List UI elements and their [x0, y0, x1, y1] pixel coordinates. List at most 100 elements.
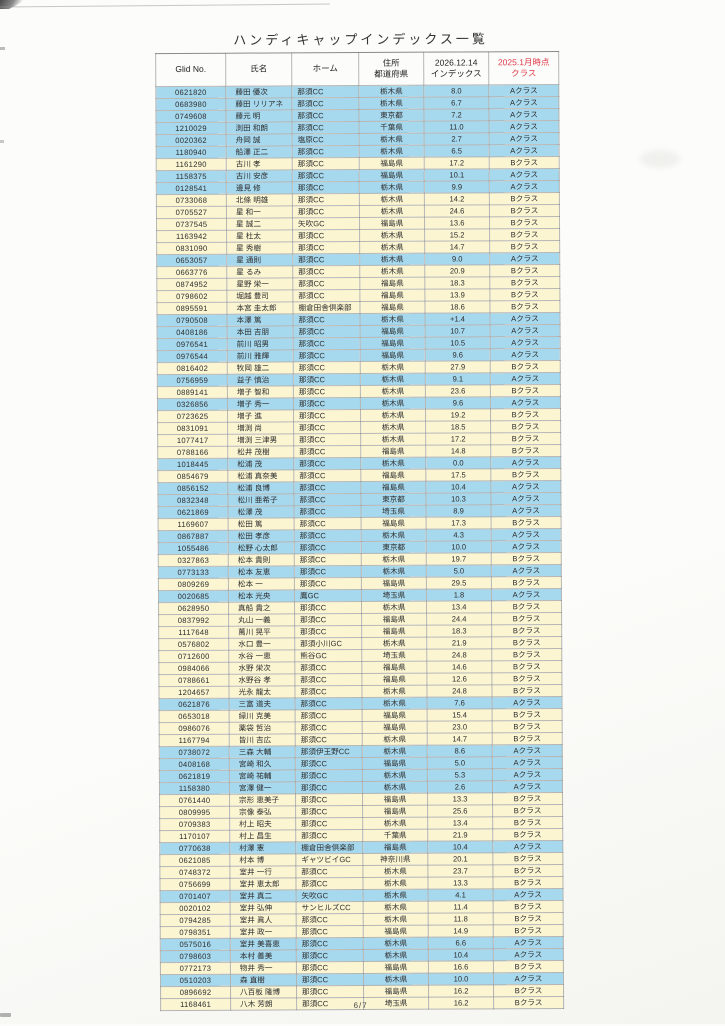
cell-name: 舟岡 誠 — [226, 133, 293, 147]
cell-glid-no: 0761440 — [159, 794, 230, 807]
cell-prefecture: 栃木県 — [363, 913, 429, 926]
cell-class: Aクラス — [490, 396, 561, 409]
cell-prefecture: 福島県 — [359, 277, 425, 290]
cell-class: Bクラス — [493, 912, 564, 925]
cell-prefecture: 栃木県 — [361, 529, 427, 542]
cell-home: 那須CC — [294, 661, 362, 674]
cell-home: 那須CC — [293, 469, 361, 482]
cell-name: 水野谷 孝 — [228, 673, 295, 687]
cell-index: 11.8 — [428, 912, 494, 926]
cell-prefecture: 福島県 — [359, 289, 425, 302]
cell-index: 14.9 — [428, 924, 494, 938]
cell-name: 松本 貴則 — [228, 553, 295, 567]
cell-home: 那須CC — [296, 961, 364, 974]
cell-name: 前川 昭男 — [227, 337, 294, 351]
cell-index: 7.6 — [427, 696, 493, 710]
cell-home: 那須CC — [295, 817, 363, 830]
cell-home: 那須CC — [292, 205, 360, 218]
cell-index: 7.2 — [423, 108, 489, 122]
cell-class: Bクラス — [492, 720, 563, 733]
cell-glid-no: 1018445 — [157, 458, 228, 471]
cell-index: 19.2 — [425, 408, 491, 422]
cell-index: 5.0 — [427, 756, 493, 770]
cell-name: 松浦 茂 — [227, 457, 294, 471]
cell-index: 5.3 — [427, 768, 493, 782]
cell-prefecture: 東京都 — [361, 541, 427, 554]
cell-prefecture: 栃木県 — [362, 865, 428, 878]
cell-prefecture: 福島県 — [361, 577, 427, 590]
cell-name: 松浦 良博 — [227, 481, 294, 495]
cell-glid-no: 0809995 — [159, 806, 230, 819]
cell-home: 那須CC — [296, 913, 364, 926]
cell-class: Bクラス — [489, 156, 560, 169]
cell-glid-no: 0576802 — [158, 638, 229, 651]
cell-prefecture: 栃木県 — [363, 973, 429, 986]
cell-home: 塩原CC — [292, 133, 360, 146]
cell-home: 棚倉田舎倶楽部 — [295, 841, 363, 854]
cell-glid-no: 0575016 — [160, 938, 231, 951]
cell-index: 23.7 — [427, 864, 493, 878]
cell-class: Bクラス — [490, 432, 561, 445]
cell-glid-no: 0737545 — [156, 218, 227, 231]
cell-class: Bクラス — [492, 816, 563, 829]
cell-class: Aクラス — [491, 540, 562, 553]
cell-index: 14.8 — [425, 444, 491, 458]
cell-index: 18.6 — [424, 300, 490, 314]
cell-name: 村上 昌生 — [229, 829, 296, 843]
cell-glid-no: 0809269 — [158, 578, 229, 591]
cell-home: 鷹GC — [294, 589, 362, 602]
cell-glid-no: 0831091 — [157, 422, 228, 435]
cell-glid-no: 0788661 — [158, 674, 229, 687]
cell-prefecture: 福島県 — [360, 337, 426, 350]
cell-class: Bクラス — [489, 192, 560, 205]
cell-name: 松澤 茂 — [228, 505, 295, 519]
cell-prefecture: 栃木県 — [362, 817, 428, 830]
cell-glid-no: 0621819 — [159, 770, 230, 783]
cell-index: 27.9 — [425, 360, 491, 374]
cell-index: 25.6 — [427, 804, 493, 818]
cell-glid-no: 0976541 — [157, 338, 228, 351]
cell-prefecture: 福島県 — [362, 757, 428, 770]
cell-class: Bクラス — [492, 792, 563, 805]
cell-prefecture: 栃木県 — [360, 409, 426, 422]
cell-prefecture: 福島県 — [361, 613, 427, 626]
cell-home: サンヒルズCC — [296, 901, 364, 914]
table-body: 0621820 藤田 優次 那須CC 栃木県 8.0 Aクラス 0683980 … — [155, 84, 564, 1011]
cell-home: 那須CC — [294, 565, 362, 578]
cell-name: 宗像 泰弘 — [229, 805, 296, 819]
cell-class: Bクラス — [489, 276, 560, 289]
cell-name: 北條 明雄 — [226, 193, 293, 207]
cell-class: Bクラス — [489, 228, 560, 241]
cell-home: 那須CC — [293, 493, 362, 506]
cell-class: Aクラス — [491, 504, 562, 517]
cell-name: 渕田 和朗 — [225, 121, 293, 135]
cell-home: 那須CC — [294, 553, 362, 566]
cell-index: 6.7 — [423, 96, 489, 110]
cell-home: 那須CC — [296, 973, 364, 986]
cell-index: 9.9 — [424, 180, 490, 194]
cell-prefecture: 埼玉県 — [361, 589, 427, 602]
column-header-index: 2026.12.14 インデックス — [423, 51, 489, 86]
cell-prefecture: 栃木県 — [361, 565, 427, 578]
cell-name: 村上 昭夫 — [229, 817, 296, 831]
cell-prefecture: 埼玉県 — [361, 505, 427, 518]
cell-prefecture: 福島県 — [360, 445, 426, 458]
cell-glid-no: 0874952 — [156, 278, 227, 291]
cell-index: 9.0 — [424, 252, 490, 266]
cell-class: Bクラス — [491, 576, 562, 589]
cell-name: 星野 栄一 — [226, 277, 293, 291]
cell-index: 24.8 — [426, 648, 492, 662]
cell-prefecture: 栃木県 — [359, 253, 425, 266]
cell-home: 那須CC — [295, 709, 363, 722]
cell-class: Aクラス — [491, 528, 562, 541]
cell-home: 那須CC — [293, 397, 361, 410]
cell-name: 星 誠二 — [226, 217, 293, 231]
cell-index: 18.3 — [426, 624, 492, 638]
cell-name: 松井 茂樹 — [227, 445, 294, 459]
cell-class: Bクラス — [491, 648, 562, 661]
cell-name: 古川 孝 — [226, 157, 293, 171]
cell-prefecture: 福島県 — [359, 157, 425, 170]
cell-name: 松本 光央 — [228, 589, 295, 603]
cell-index: 8.6 — [427, 744, 493, 758]
cell-name: 藤田 優次 — [225, 85, 292, 99]
